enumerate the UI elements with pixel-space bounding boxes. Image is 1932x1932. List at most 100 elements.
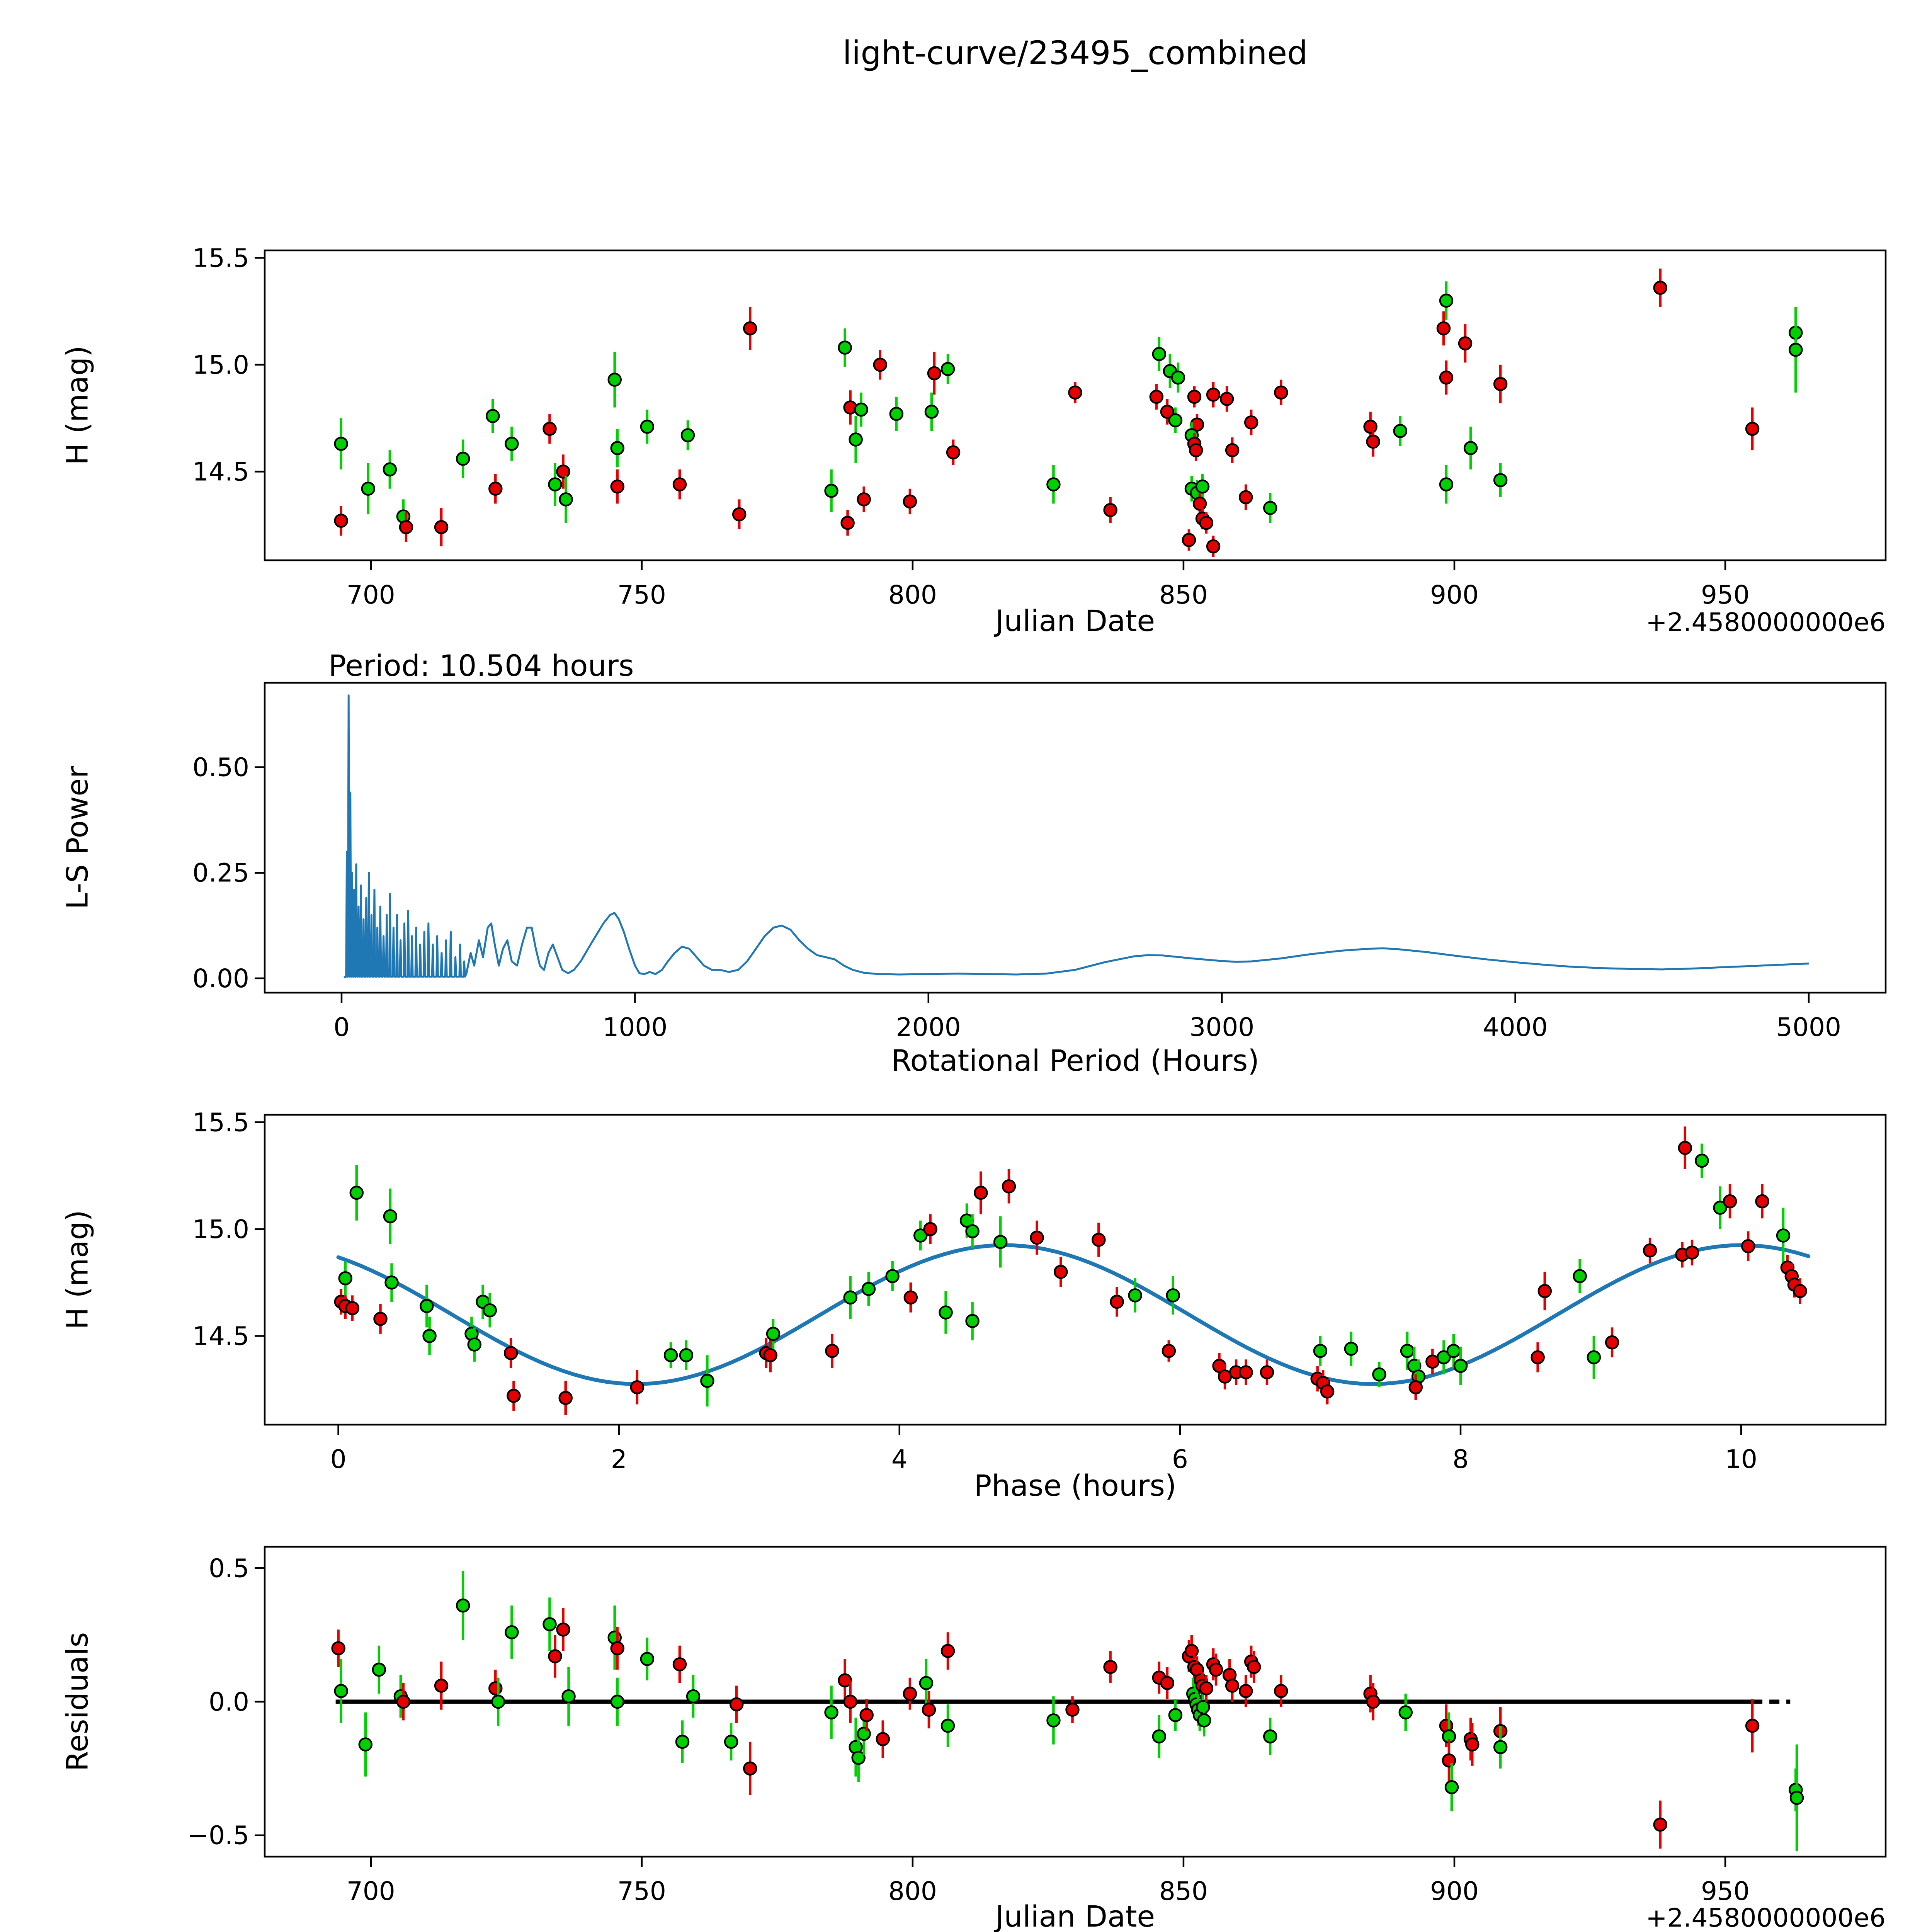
data-point (434, 1679, 449, 1693)
data-point (1493, 1740, 1508, 1754)
data-point (1199, 515, 1214, 530)
x-tick-label: 2 (611, 1444, 627, 1474)
y-tick-label: −0.5 (187, 1821, 249, 1850)
panel-frame (264, 682, 1887, 994)
y-tick-label: 0.0 (209, 1687, 249, 1717)
data-point (766, 1327, 781, 1341)
data-point (763, 1348, 778, 1362)
data-point (903, 1290, 918, 1305)
data-point (965, 1224, 980, 1238)
data-point (1755, 1194, 1769, 1209)
data-point (1458, 336, 1473, 350)
data-point (372, 1662, 386, 1677)
data-point (1678, 1141, 1692, 1155)
data-point (1092, 1233, 1106, 1247)
y-tick-label: 0.00 (192, 964, 249, 993)
data-point (743, 321, 757, 336)
data-point (922, 1702, 936, 1717)
data-point (1189, 443, 1203, 457)
data-point (607, 372, 622, 387)
x-tick-label: 700 (347, 580, 395, 610)
data-point (940, 1644, 955, 1658)
data-point (1239, 1365, 1253, 1379)
data-point (679, 1348, 694, 1362)
data-point (558, 1391, 573, 1405)
data-point (1408, 1380, 1423, 1395)
data-point (1206, 539, 1221, 554)
data-point (889, 406, 904, 421)
data-point (924, 405, 939, 419)
data-point (1274, 385, 1288, 400)
data-point (1439, 293, 1454, 308)
data-point (857, 1726, 871, 1741)
data-point (1537, 1284, 1552, 1298)
data-point (675, 1735, 690, 1749)
data-point (1745, 1718, 1760, 1733)
data-point (663, 1348, 678, 1362)
panel-periodogram: 0 1000 2000 3000 4000 5000 0.50 0.25 0.00 (192, 682, 1887, 1042)
data-point (1605, 1335, 1619, 1350)
xlabel-phase-hours: Phase (hours) (974, 1468, 1177, 1503)
data-point (1789, 1791, 1804, 1805)
y-tick-label: 14.5 (192, 1321, 249, 1351)
xlabel-julian-date-bottom: Julian Date (995, 1899, 1155, 1932)
data-point (1436, 321, 1451, 336)
data-point (1219, 392, 1234, 406)
x-offset-label-top: +2.4580000000e6 (1646, 607, 1886, 637)
data-point (1184, 1644, 1199, 1658)
x-tick-label: 750 (617, 580, 666, 610)
data-point (993, 1235, 1008, 1249)
data-point (1160, 405, 1175, 419)
data-point (840, 515, 855, 530)
data-point (630, 1380, 645, 1395)
data-point (334, 514, 348, 528)
data-point (876, 1732, 890, 1747)
data-point (1225, 1679, 1240, 1693)
data-point (927, 366, 942, 381)
data-point (940, 1718, 955, 1733)
data-point (488, 1681, 503, 1696)
data-point (1197, 1713, 1211, 1728)
data-point (1723, 1194, 1737, 1209)
data-point (946, 445, 961, 459)
data-point (483, 1303, 497, 1318)
data-point (1263, 1729, 1277, 1744)
data-point (543, 422, 557, 436)
data-point (1363, 420, 1378, 434)
data-point (467, 1337, 482, 1352)
panel-jd-lightcurve: 700 750 800 850 900 950 15.5 15.0 14.5 (192, 243, 1887, 610)
data-point (885, 1269, 900, 1283)
data-point (1741, 1239, 1755, 1253)
data-point (383, 1209, 398, 1223)
data-point (640, 420, 655, 434)
data-point (548, 1649, 562, 1663)
x-tick-label: 800 (888, 1876, 937, 1906)
panel-frame (264, 249, 1887, 561)
data-point (556, 464, 570, 479)
data-point (965, 1314, 980, 1328)
data-point (556, 1622, 570, 1637)
periodogram-line (344, 694, 1809, 979)
data-point (610, 441, 624, 455)
data-point (1182, 533, 1196, 547)
data-point (1493, 473, 1508, 487)
x-tick-label: 900 (1430, 1876, 1479, 1906)
data-point (1393, 424, 1407, 438)
data-point (1046, 1713, 1061, 1728)
data-point (1168, 1708, 1183, 1722)
data-point (923, 1222, 937, 1236)
x-tick-label: 700 (347, 1876, 395, 1906)
data-point (561, 1689, 576, 1704)
data-point (1274, 1684, 1288, 1698)
data-point (1195, 479, 1210, 494)
data-point (1160, 1676, 1175, 1690)
data-point (334, 1684, 348, 1698)
ylabel-h-mag-phase: H (mag) (60, 1210, 95, 1330)
data-point (913, 1228, 928, 1243)
x-tick-label: 6 (1172, 1444, 1188, 1474)
data-point (1320, 1384, 1335, 1399)
data-point (1493, 377, 1508, 391)
data-point (1110, 1294, 1124, 1309)
data-point (1168, 413, 1183, 427)
x-tick-label: 8 (1452, 1444, 1469, 1474)
